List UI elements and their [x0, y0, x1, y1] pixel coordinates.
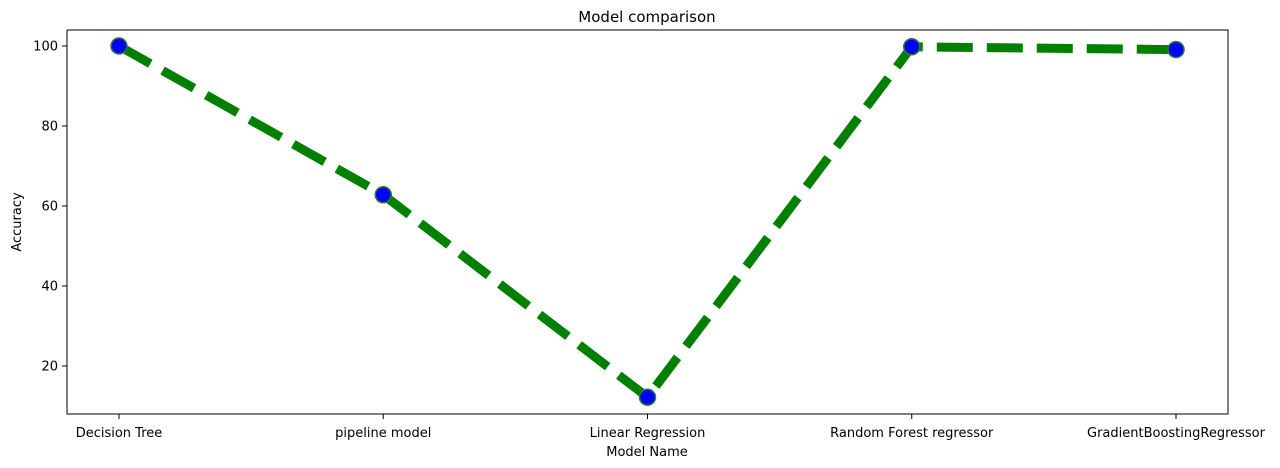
data-point [374, 186, 392, 204]
y-axis-label: Accuracy [10, 192, 25, 252]
axis-ticks: Decision Tree pipeline model Linear Regres… [33, 40, 1265, 442]
x-tick-label: GradientBoostingRegressor [1087, 426, 1266, 441]
x-tick-label: Linear Regression [590, 426, 706, 441]
plot-frame [66, 29, 1229, 415]
y-tick-label: 80 [41, 120, 58, 135]
series-line [116, 42, 1177, 402]
y-tick-label: 20 [41, 360, 58, 375]
data-point [903, 38, 921, 56]
y-tick-label: 100 [33, 40, 58, 55]
data-point [110, 37, 128, 55]
series-group [110, 37, 1185, 406]
x-tick-label: Random Forest regressor [830, 426, 994, 441]
y-tick-label: 60 [41, 200, 58, 215]
data-point [1167, 40, 1185, 59]
data-point [638, 388, 657, 406]
x-tick-label: pipeline model [335, 426, 431, 441]
x-axis-label: Model Name [606, 445, 688, 460]
y-tick-label: 40 [41, 280, 58, 295]
chart-title: Model comparison [578, 8, 715, 26]
x-tick-label: Decision Tree [76, 426, 163, 441]
